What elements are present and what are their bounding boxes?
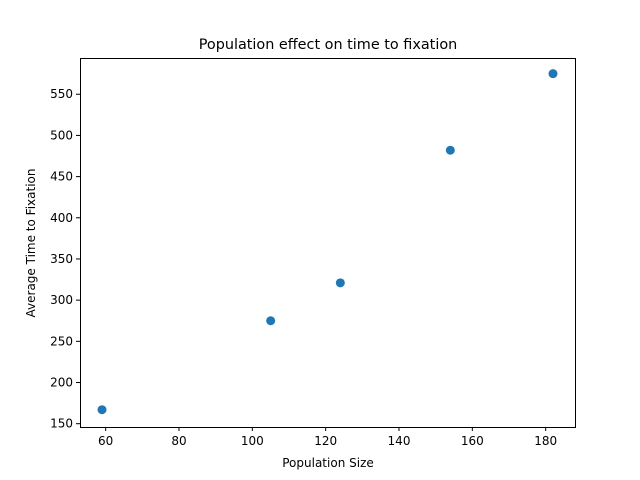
y-tick-label: 550 (50, 87, 73, 101)
y-tick-label: 150 (50, 417, 73, 431)
y-tick-label: 300 (50, 293, 73, 307)
x-tick-label: 120 (314, 434, 337, 448)
data-point (445, 145, 455, 155)
y-tick-label: 200 (50, 376, 73, 390)
x-tick-label: 100 (241, 434, 264, 448)
y-axis: 150 200 250 300 350 400 450 500 550 (50, 87, 80, 431)
data-point (548, 69, 558, 79)
x-tick-label: 60 (98, 434, 113, 448)
x-axis: 60 80 100 120 140 160 180 (98, 427, 557, 448)
chart-title: Population effect on time to fixation (199, 37, 458, 53)
data-point (335, 278, 345, 288)
y-axis-label: Average Time to Fixation (24, 169, 38, 318)
y-tick-label: 450 (50, 170, 73, 184)
data-points (97, 69, 558, 415)
plot-frame (80, 58, 576, 428)
plot-area: 60 80 100 120 140 160 180 150 200 250 300 350 400 45… (50, 58, 576, 448)
y-tick-label: 500 (50, 128, 73, 142)
y-tick-label: 350 (50, 252, 73, 266)
y-tick-label: 250 (50, 334, 73, 348)
x-tick-label: 180 (534, 434, 557, 448)
x-tick-label: 160 (461, 434, 484, 448)
x-axis-label: Population Size (282, 456, 374, 470)
data-point (97, 405, 107, 415)
y-tick-label: 400 (50, 211, 73, 225)
data-point (266, 316, 276, 326)
x-tick-label: 140 (388, 434, 411, 448)
x-tick-label: 80 (171, 434, 186, 448)
